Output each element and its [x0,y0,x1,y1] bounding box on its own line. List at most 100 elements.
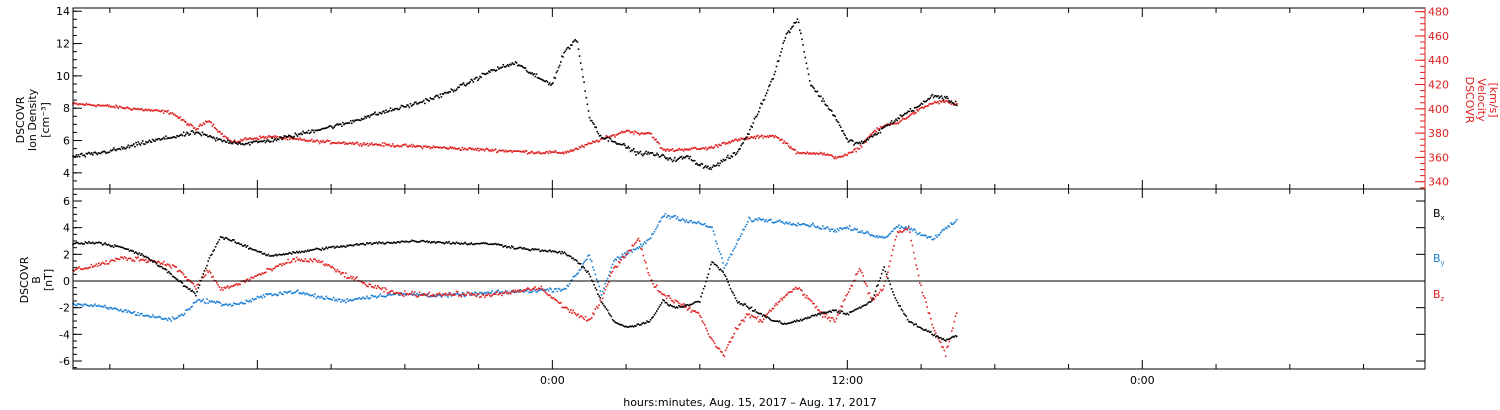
bx-point [633,325,636,327]
velocity-point [293,137,295,140]
bz-point [184,276,186,278]
by-point [157,316,159,319]
velocity-point [509,150,511,152]
velocity-point [328,140,331,142]
bz-point [427,295,429,298]
by-point [252,299,255,301]
bz-point [514,289,517,291]
bz-point [276,265,278,267]
bx-point [432,241,434,244]
bx-point [133,252,136,254]
bz-point [756,315,759,318]
by-point [191,305,193,308]
velocity-point [535,151,538,154]
velocity-point [131,108,134,111]
ion-density-point [702,167,705,169]
velocity-point [214,127,217,130]
bx-point [856,308,858,310]
ion-density-point [765,92,768,94]
ion-density-point [713,165,716,167]
by-point [673,215,675,217]
velocity-point [732,140,735,143]
bz-point [560,301,562,304]
velocity-point [821,152,823,155]
bx-point [326,247,329,250]
by-point [648,238,651,240]
x-tick-label: 0:00 [540,374,565,387]
bx-point [853,309,856,311]
ion-density-point [835,119,838,121]
bx-point [860,307,862,309]
bx-point [438,241,441,243]
ion-density-point [524,67,527,69]
by-point [689,220,691,222]
bz-point [584,315,587,318]
ion-density-point [688,157,690,160]
bx-point [463,242,465,245]
ion-density-point [769,84,771,86]
velocity-point [229,139,231,142]
bz-point [443,293,445,296]
by-point [733,247,736,250]
ion-density-point [816,90,819,93]
velocity-point [310,139,312,142]
bx-point [405,240,407,243]
velocity-point [855,150,857,153]
x-tick-label: 12:00 [831,374,863,387]
bx-point [459,243,461,245]
by-point [204,302,207,305]
ion-density-point [741,143,743,145]
velocity-point [701,147,704,150]
velocity-point [399,145,402,147]
by-point [229,303,232,306]
by-point [358,296,361,299]
bx-point [213,249,216,251]
ion-density-point [893,121,895,124]
by-point [691,222,694,224]
velocity-point [789,147,791,149]
by-point [322,298,325,300]
velocity-point [735,139,738,141]
by-point [788,221,791,224]
by-point [565,288,567,290]
bz-point [406,293,409,295]
velocity-point [370,142,373,144]
ion-density-point [889,122,892,124]
by-point [246,300,249,303]
bx-point [82,243,84,245]
bx-point [876,285,878,288]
bx-point [927,330,930,332]
ion-density-point [509,63,511,66]
by-point [405,294,407,297]
bz-point [421,294,423,297]
velocity-point [889,123,892,126]
bx-point [491,243,493,245]
ion-density-point [147,141,149,143]
bx-point [812,314,814,317]
velocity-point [213,126,216,129]
ion-density-point [947,97,949,100]
by-point [460,294,463,296]
by-point [826,226,829,228]
bx-point [887,277,889,280]
bx-point [761,315,764,317]
ion-density-point [608,137,611,139]
bx-point [824,312,826,314]
legend-by-label: B [1433,252,1441,265]
bx-point [166,271,169,274]
bz-point [239,283,241,286]
by-point [346,298,348,300]
bx-point [903,312,905,315]
ion-density-point [404,106,406,108]
ion-density-point [680,155,683,158]
by-point [341,299,343,301]
velocity-point [791,148,793,150]
bx-point [291,253,293,255]
bz-point [823,313,825,315]
bz-point [100,263,103,265]
ion-density-point [821,100,823,102]
bz-point [321,260,324,263]
ion-density-point [635,154,637,156]
by-point [771,221,774,224]
bx-point [111,245,114,247]
